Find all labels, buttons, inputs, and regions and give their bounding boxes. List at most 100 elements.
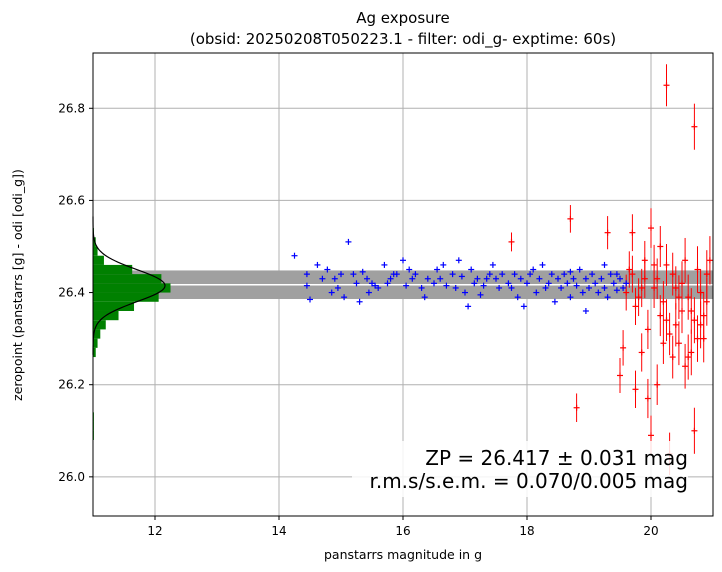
rejected-point	[644, 378, 651, 419]
used-point	[364, 275, 371, 282]
rejected-point	[663, 299, 670, 342]
used-point	[589, 271, 596, 278]
used-point	[387, 275, 394, 282]
used-point	[440, 261, 447, 268]
histogram-bar	[93, 246, 98, 256]
rejected-point	[573, 393, 580, 423]
x-tick-label: 16	[395, 524, 410, 538]
rejected-point	[629, 255, 636, 293]
rejected-point	[682, 237, 689, 283]
used-point	[517, 275, 524, 282]
used-point	[452, 284, 459, 291]
used-point	[406, 266, 413, 273]
rejected-point	[635, 278, 642, 317]
used-point	[530, 266, 537, 273]
rejected-point	[648, 208, 654, 248]
used-point	[474, 275, 481, 282]
rejected-point	[666, 312, 673, 356]
rejected-point	[682, 343, 689, 389]
used-point	[533, 289, 540, 296]
used-point	[524, 280, 530, 287]
rejected-point	[620, 330, 627, 366]
y-tick-label: 26.4	[58, 286, 85, 300]
used-point	[545, 280, 552, 287]
used-point	[409, 275, 416, 282]
used-point	[328, 289, 335, 296]
used-point	[551, 298, 558, 305]
rejected-point	[629, 214, 636, 252]
rejected-point	[706, 236, 713, 285]
used-point	[307, 296, 313, 303]
used-point	[350, 271, 357, 278]
x-tick-label: 12	[147, 524, 162, 538]
rejected-point	[654, 364, 661, 405]
used-point	[567, 294, 574, 301]
used-point	[291, 252, 298, 259]
rejected-point	[672, 303, 679, 347]
used-point	[483, 275, 490, 282]
histogram-bar	[93, 347, 96, 358]
used-point	[331, 275, 338, 282]
histogram-bar	[93, 338, 98, 348]
rejected-point	[644, 309, 651, 349]
histogram-bar	[93, 255, 104, 265]
rejected-point	[604, 216, 611, 250]
used-point	[365, 289, 372, 296]
used-point	[431, 280, 437, 287]
histogram-bar	[93, 301, 135, 311]
used-point	[561, 271, 568, 278]
rejected-point	[657, 295, 664, 337]
used-point	[381, 261, 388, 268]
used-point	[465, 303, 472, 310]
rejected-point	[691, 103, 698, 150]
rejected-point	[691, 407, 698, 454]
used-point	[486, 271, 493, 278]
rejected-point	[663, 243, 670, 286]
x-tick-label: 20	[643, 524, 658, 538]
used-point	[604, 294, 611, 301]
used-point	[372, 282, 379, 289]
rejected-point	[651, 244, 658, 285]
chart-subtitle: (obsid: 20250208T050223.1 - filter: odi_…	[190, 30, 616, 49]
gaussian-curve	[92, 216, 166, 355]
zeropoint-band	[93, 270, 713, 300]
used-point	[573, 282, 580, 289]
used-point	[579, 289, 586, 296]
used-point	[592, 280, 599, 287]
used-point	[601, 261, 608, 268]
rejected-point	[660, 322, 667, 364]
rejected-point	[641, 240, 648, 280]
used-point	[558, 284, 565, 291]
rejected-point	[675, 321, 682, 366]
used-point	[576, 266, 583, 273]
used-point	[514, 294, 521, 301]
y-tick-label: 26.8	[58, 101, 85, 115]
histogram-bar	[93, 329, 101, 339]
used-point	[345, 238, 352, 245]
rejected-point	[663, 64, 670, 107]
used-point	[341, 294, 348, 301]
used-point	[334, 284, 341, 291]
histogram-bar	[93, 283, 171, 293]
used-point	[607, 271, 614, 278]
rejected-point	[672, 266, 679, 310]
rejected-point	[703, 277, 710, 326]
used-point	[582, 307, 589, 314]
y-tick-label: 26.2	[58, 378, 85, 392]
used-point	[314, 261, 321, 268]
used-point	[303, 282, 310, 289]
plot-frame	[92, 52, 714, 517]
used-point	[493, 275, 499, 282]
rejected-point	[694, 246, 701, 293]
used-point	[437, 275, 444, 282]
used-points	[291, 238, 630, 314]
used-point	[564, 280, 571, 287]
used-point	[421, 294, 428, 301]
used-point	[570, 275, 577, 282]
used-point	[620, 284, 627, 291]
rejected-point	[508, 232, 515, 252]
used-point	[375, 284, 382, 291]
rejected-point	[669, 335, 676, 379]
used-point	[477, 291, 484, 298]
used-point	[418, 284, 425, 291]
